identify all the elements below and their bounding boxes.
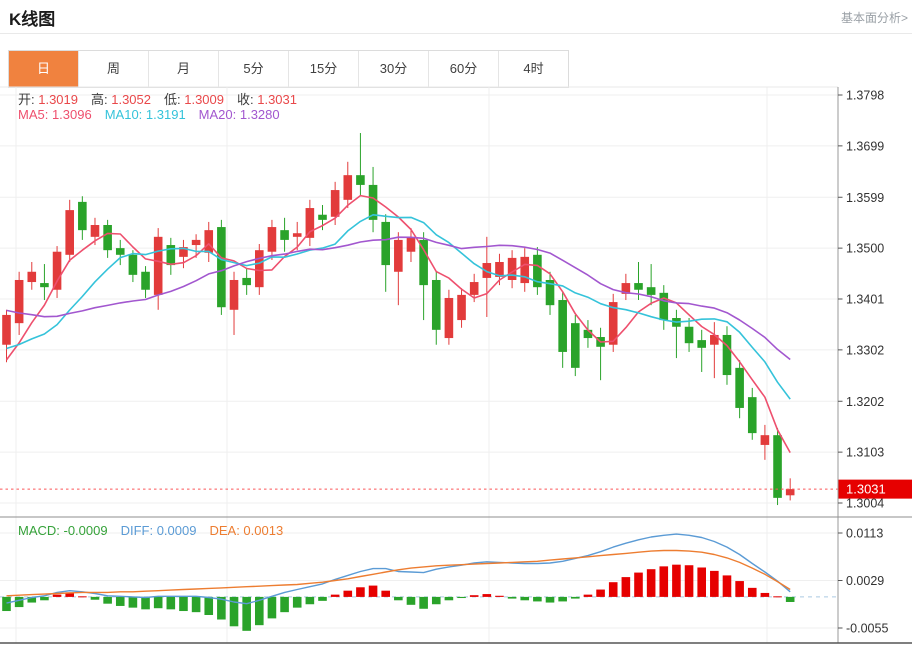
info-item: MA10: 1.3191: [104, 107, 186, 122]
kline-chart[interactable]: 1.3031 1.37981.36991.35991.35001.34011.3…: [0, 85, 912, 647]
axis-tick-label: 1.3599: [846, 191, 884, 205]
axis-tick-label: -0.0055: [846, 622, 888, 636]
grid-layer: [0, 86, 838, 643]
info-item: MA20: 1.3280: [198, 107, 280, 122]
timeframe-tabbar: 日周月 5分 15分 30分 60分 4时: [8, 50, 569, 88]
axis-layer: 1.3798 1.3699 1.3599 1.3500 1.3401 1.3302 1.32…: [0, 87, 912, 644]
macd-info-row: MACD: -0.0009 DIFF: 0.0009 DEA: 0.0013: [18, 523, 296, 538]
ma10-line: [6, 214, 791, 400]
last-price-layer: 1.3031: [0, 479, 912, 499]
tab-30分[interactable]: 30分: [359, 51, 429, 87]
info-item: 低: 1.3009: [164, 92, 224, 107]
axis-tick-label: 0.0113: [846, 527, 883, 541]
last-price-badge: [838, 479, 912, 499]
fundamental-analysis-link[interactable]: 基本面分析>: [840, 11, 908, 25]
info-item: DEA: 0.0013: [209, 523, 284, 538]
axis-tick-label: 1.3103: [846, 446, 884, 460]
info-item: 开: 1.3019: [18, 92, 78, 107]
axis-tick-label: 1.3302: [846, 343, 884, 357]
tab-日[interactable]: 日: [9, 51, 79, 87]
axis-tick-label: 1.3004: [846, 497, 884, 511]
ohlc-info-row: 开: 1.3019 高: 1.3052 低: 1.3009 收: 1.3031: [18, 89, 310, 108]
ma20-line: [6, 236, 791, 361]
info-item: MA5: 1.3096: [18, 107, 92, 122]
info-item: DIFF: 0.0009: [120, 523, 197, 538]
info-item: 收: 1.3031: [237, 92, 297, 107]
diff-line: [6, 533, 791, 605]
axis-tick-label: 1.3202: [846, 395, 884, 409]
tab-月[interactable]: 月: [149, 51, 219, 87]
axis-tick-label: 1.3798: [846, 89, 884, 103]
info-item: MACD: -0.0009: [18, 523, 108, 538]
dea-line: [6, 549, 791, 597]
axis-tick-label: 1.3401: [846, 293, 884, 307]
tab-60分[interactable]: 60分: [429, 51, 499, 87]
macd-layer: [0, 533, 838, 631]
tab-5分[interactable]: 5分: [219, 51, 289, 87]
candles-layer: [2, 133, 795, 506]
ma-info-row: MA5: 1.3096 MA10: 1.3191 MA20: 1.3280: [18, 107, 293, 122]
last-price-label: 1.3031: [846, 482, 886, 497]
ma-lines-layer: [5, 194, 791, 453]
tab-15分[interactable]: 15分: [289, 51, 359, 87]
page-title: K线图: [9, 10, 56, 29]
info-item: 高: 1.3052: [91, 92, 151, 107]
tab-4时[interactable]: 4时: [499, 51, 568, 87]
axis-tick-label: 1.3699: [846, 139, 884, 153]
axis-tick-label: 1.3500: [846, 242, 884, 256]
axis-tick-label: 0.0029: [846, 574, 884, 588]
header-divider: [0, 33, 912, 34]
tab-周[interactable]: 周: [79, 51, 149, 87]
